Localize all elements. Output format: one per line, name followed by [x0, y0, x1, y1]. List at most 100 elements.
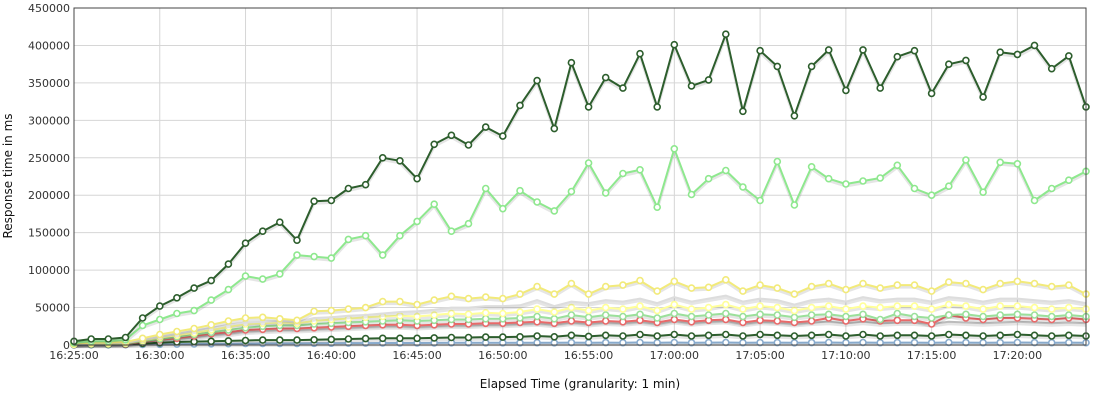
- data-point: [601, 311, 610, 319]
- data-point: [498, 333, 507, 341]
- data-point: [859, 310, 867, 319]
- data-point: [721, 275, 730, 284]
- data-point: [310, 252, 318, 261]
- data-point: [687, 284, 696, 292]
- data-point: [773, 311, 782, 319]
- data-point: [807, 163, 816, 171]
- data-point: [721, 30, 730, 39]
- data-point: [293, 251, 301, 259]
- data-point: [156, 330, 164, 339]
- data-point: [927, 320, 936, 328]
- data-point: [275, 314, 284, 323]
- data-point: [430, 200, 439, 208]
- data-point: [156, 302, 164, 310]
- data-point: [979, 312, 987, 321]
- data-point: [293, 236, 301, 244]
- data-point: [173, 293, 181, 302]
- data-point: [584, 290, 593, 298]
- data-point: [1030, 41, 1039, 50]
- data-point: [996, 158, 1005, 167]
- data-point: [601, 189, 610, 197]
- data-point: [498, 204, 507, 213]
- data-point: [653, 306, 662, 315]
- data-point: [910, 46, 919, 55]
- data-point: [464, 310, 473, 319]
- data-point: [859, 177, 867, 185]
- data-point: [464, 219, 473, 228]
- data-point: [927, 89, 936, 98]
- data-point: [1030, 331, 1039, 340]
- series-shadow: [73, 296, 1087, 348]
- data-point: [704, 311, 713, 319]
- data-point: [979, 188, 987, 196]
- data-point: [859, 46, 867, 54]
- data-point: [1030, 311, 1039, 319]
- data-point: [996, 302, 1005, 310]
- data-point: [224, 337, 233, 345]
- series-shadow: [73, 321, 1087, 348]
- x-tick-label: 17:15:00: [907, 349, 956, 362]
- data-point: [790, 313, 799, 322]
- data-point: [533, 198, 541, 206]
- data-point: [773, 62, 782, 71]
- data-point: [842, 86, 850, 95]
- data-point: [156, 315, 164, 324]
- data-point: [721, 166, 730, 175]
- data-point: [893, 338, 902, 347]
- data-point: [533, 312, 541, 321]
- data-point: [601, 338, 610, 347]
- x-tick-label: 17:10:00: [821, 349, 870, 362]
- data-point: [396, 297, 404, 306]
- data-point: [481, 123, 490, 131]
- data-point: [704, 283, 713, 292]
- data-point: [842, 180, 850, 188]
- data-point: [910, 312, 919, 321]
- data-point: [516, 186, 524, 195]
- data-point: [344, 335, 353, 343]
- data-point: [807, 331, 816, 340]
- data-point: [1047, 332, 1056, 340]
- data-point: [944, 278, 953, 286]
- data-point: [275, 336, 284, 344]
- data-point: [670, 300, 679, 309]
- data-point: [962, 302, 970, 310]
- data-point: [653, 203, 662, 211]
- data-point: [481, 314, 490, 323]
- data-point: [310, 307, 318, 316]
- data-point: [927, 287, 936, 295]
- series-4: [73, 294, 1087, 348]
- data-point: [790, 112, 799, 120]
- data-point: [567, 311, 576, 319]
- data-point: [893, 281, 902, 289]
- data-point: [1030, 303, 1039, 312]
- data-point: [807, 317, 816, 325]
- data-point: [944, 311, 953, 319]
- data-point: [190, 324, 198, 333]
- data-point: [190, 284, 198, 292]
- data-point: [190, 306, 198, 315]
- data-point: [962, 310, 970, 319]
- data-point: [653, 332, 662, 340]
- data-point: [1065, 176, 1073, 184]
- data-point: [447, 292, 456, 301]
- data-point: [1047, 312, 1056, 321]
- series-line: [73, 294, 1087, 345]
- data-point: [378, 334, 387, 343]
- data-point: [773, 303, 782, 312]
- y-tick-label: 100000: [28, 264, 70, 277]
- data-point: [619, 305, 627, 313]
- data-point: [824, 302, 833, 310]
- data-point: [567, 338, 576, 347]
- data-point: [756, 46, 764, 55]
- data-point: [927, 305, 936, 313]
- data-point: [533, 282, 541, 291]
- x-tick-label: 16:45:00: [392, 349, 441, 362]
- data-point: [721, 315, 730, 324]
- data-point: [481, 293, 490, 301]
- data-point: [498, 309, 507, 318]
- data-point: [739, 183, 747, 191]
- data-point: [378, 251, 387, 259]
- data-point: [807, 62, 816, 71]
